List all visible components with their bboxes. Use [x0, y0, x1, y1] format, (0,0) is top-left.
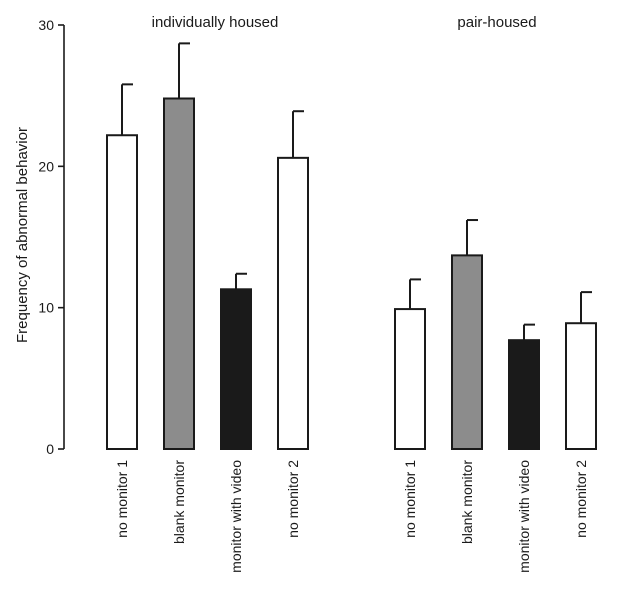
category-label: blank monitor	[171, 460, 187, 544]
bar	[163, 97, 195, 450]
y-tick-label: 20	[38, 158, 54, 174]
bar	[394, 308, 426, 450]
category-label: monitor with video	[228, 460, 244, 573]
category-label: blank monitor	[459, 460, 475, 544]
y-axis: 0 10 20 30	[38, 17, 65, 457]
category-label: no monitor 1	[114, 460, 130, 538]
category-label: monitor with video	[516, 460, 532, 573]
bar	[277, 156, 309, 450]
bar	[565, 322, 597, 451]
y-tick-label: 30	[38, 17, 54, 33]
bar	[508, 339, 540, 451]
group-label: pair-housed	[457, 14, 536, 31]
y-axis-label: Frequency of abnormal behavior	[14, 127, 31, 343]
category-label: no monitor 2	[573, 460, 589, 538]
bar	[451, 254, 483, 450]
bar	[106, 134, 138, 451]
y-tick-label: 10	[38, 300, 54, 316]
category-label: no monitor 2	[285, 460, 301, 538]
bar	[220, 288, 252, 450]
category-label: no monitor 1	[402, 460, 418, 538]
bar-group: individually housed no monitor 1 blank mon…	[106, 14, 309, 573]
group-label: individually housed	[152, 14, 279, 31]
bar-group: pair-housed no monitor 1 blank monitor moni…	[394, 14, 597, 573]
y-tick-label: 0	[46, 441, 54, 457]
bar-groups: individually housed no monitor 1 blank mon…	[106, 14, 597, 573]
